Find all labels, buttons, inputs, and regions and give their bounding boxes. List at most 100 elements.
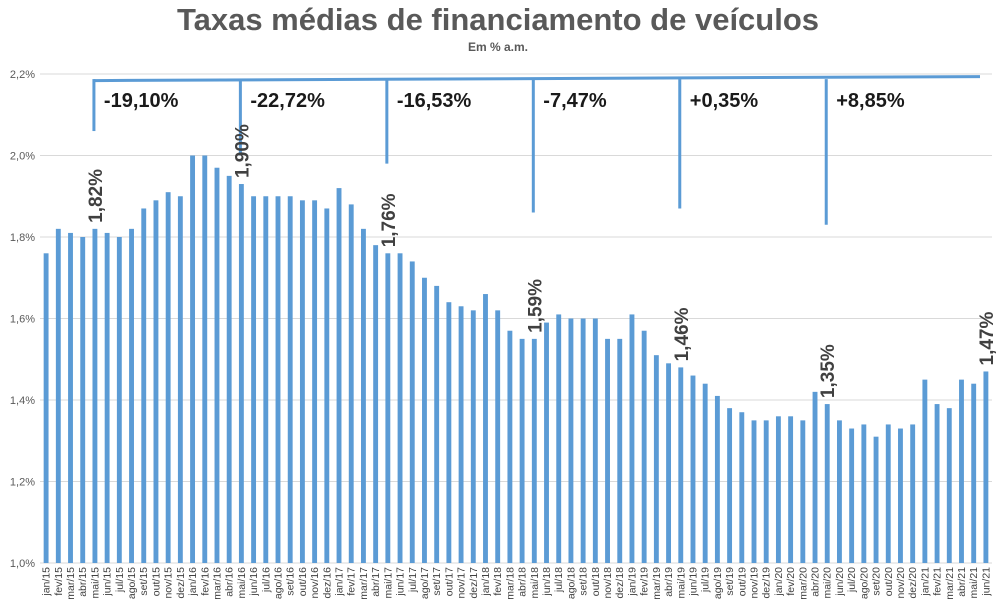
- data-label: 1,47%: [977, 311, 996, 365]
- x-tick-label: set/17: [431, 567, 443, 596]
- x-tick-label: mai/19: [675, 567, 687, 599]
- x-tick-label: jun/15: [102, 567, 114, 597]
- bar: [946, 408, 952, 563]
- bar: [861, 424, 867, 563]
- x-tick-label: abr/18: [517, 567, 529, 597]
- x-tick-label: set/19: [724, 567, 736, 596]
- bar: [385, 253, 391, 564]
- bar: [666, 363, 672, 563]
- bar: [849, 428, 855, 563]
- bar: [80, 237, 86, 563]
- bar: [531, 338, 537, 563]
- variation-brackets: -19,10% -22,72% -16,53% -7,47% +0,35% +8,85%: [92, 75, 981, 225]
- x-tick-label: jan/20: [773, 567, 785, 597]
- x-tick-label: jan/19: [626, 567, 638, 597]
- x-tick-label: nov/15: [163, 567, 175, 599]
- x-tick-label: out/16: [297, 567, 309, 596]
- bar: [422, 277, 427, 563]
- bar: [885, 424, 891, 563]
- x-tick-label: abr/20: [810, 567, 822, 597]
- x-tick-label: jul/16: [260, 567, 272, 593]
- x-tick-label: nov/20: [895, 567, 907, 599]
- bar: [238, 184, 244, 563]
- bar: [202, 155, 208, 563]
- x-tick-label: dez/18: [614, 567, 626, 599]
- bar: [312, 200, 318, 563]
- bar: [214, 167, 220, 563]
- chart-title: Taxas médias de financiamento de veículo…: [177, 2, 819, 37]
- x-tick-label: fev/16: [199, 567, 211, 596]
- bar: [470, 310, 476, 563]
- x-tick-label: mai/15: [89, 567, 101, 599]
- bar: [739, 412, 745, 563]
- bar: [104, 232, 110, 564]
- x-tick-label: mar/21: [944, 567, 956, 600]
- bar: [714, 395, 720, 563]
- bar: [141, 208, 147, 563]
- x-tick-label: nov/17: [456, 567, 468, 599]
- x-tick-label: mai/16: [236, 567, 248, 599]
- x-tick-label: dez/20: [907, 567, 919, 599]
- bar: [568, 318, 574, 563]
- bar: [775, 416, 781, 563]
- y-tick-label: 1,6%: [10, 314, 35, 326]
- x-tick-label: fev/19: [639, 567, 651, 596]
- bar: [788, 416, 794, 563]
- x-tick-label: set/18: [578, 567, 590, 596]
- bar: [873, 436, 879, 563]
- x-tick-label: nov/16: [309, 567, 321, 599]
- x-tick-label: ago/15: [126, 567, 138, 599]
- bar: [397, 253, 403, 564]
- y-tick-label: 1,0%: [10, 558, 35, 570]
- bar: [348, 204, 354, 563]
- bar: [727, 408, 733, 563]
- x-tick-label: ago/16: [273, 567, 285, 599]
- bracket-top-line: [93, 75, 981, 83]
- data-labels: 1,82% 1,90% 1,76% 1,59% 1,46% 1,35% 1,47%: [86, 124, 996, 398]
- x-tick-label: jun/18: [541, 567, 553, 597]
- bar: [751, 420, 757, 563]
- bar: [934, 404, 940, 563]
- x-tick-label: abr/19: [663, 567, 675, 597]
- x-tick-label: jun/19: [687, 567, 699, 597]
- x-tick-label: jan/15: [41, 567, 53, 597]
- variation-label: -16,53%: [397, 90, 472, 112]
- bar: [580, 318, 586, 563]
- x-tick-label: jun/21: [980, 567, 992, 597]
- y-tick-label: 2,2%: [10, 69, 35, 81]
- bar: [544, 322, 549, 563]
- bar: [190, 155, 196, 563]
- x-axis: jan/15 fev/15 mar/15 abr/15 mai/15 jun/15 jul/…: [41, 567, 993, 600]
- bar: [409, 261, 415, 563]
- bar: [226, 175, 232, 563]
- data-label: 1,35%: [818, 344, 839, 398]
- variation-label: +0,35%: [690, 90, 759, 112]
- x-tick-label: set/20: [871, 567, 883, 596]
- x-tick-label: out/19: [736, 567, 748, 596]
- y-axis: 1,0% 1,2% 1,4% 1,6% 1,8% 2,0% 2,2%: [10, 69, 35, 570]
- x-tick-label: jun/17: [395, 567, 407, 597]
- x-tick-label: ago/18: [565, 567, 577, 599]
- y-tick-label: 2,0%: [10, 151, 35, 163]
- data-label: 1,90%: [232, 124, 253, 178]
- x-tick-label: abr/15: [77, 567, 89, 597]
- x-tick-label: abr/21: [956, 567, 968, 597]
- x-tick-label: ago/19: [712, 567, 724, 599]
- bar: [763, 420, 769, 563]
- x-tick-label: jan/16: [187, 567, 199, 597]
- bar: [971, 383, 977, 563]
- x-tick-label: ago/20: [858, 567, 870, 599]
- bar: [458, 306, 464, 563]
- x-tick-label: mar/20: [797, 567, 809, 600]
- x-tick-label: mar/19: [651, 567, 663, 600]
- bar: [373, 245, 379, 563]
- x-tick-label: out/18: [590, 567, 602, 596]
- x-tick-label: jul/17: [407, 567, 419, 593]
- bar: [263, 196, 269, 563]
- bar: [446, 302, 452, 563]
- bar: [910, 424, 916, 563]
- x-tick-label: mar/18: [504, 567, 516, 600]
- x-tick-label: mai/17: [382, 567, 394, 599]
- bar: [251, 196, 257, 563]
